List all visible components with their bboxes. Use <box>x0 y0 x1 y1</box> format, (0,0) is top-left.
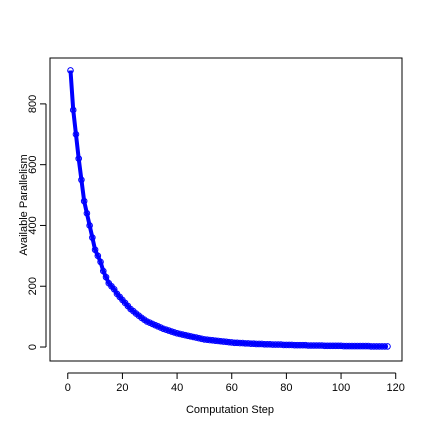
data-point <box>67 67 74 74</box>
data-point <box>83 209 91 217</box>
x-tick-label: 40 <box>171 382 183 394</box>
data-point <box>97 258 104 266</box>
x-tick-label: 120 <box>387 382 405 394</box>
y-tick-label: 400 <box>27 216 39 234</box>
x-tick-label: 0 <box>65 382 71 394</box>
data-point <box>72 130 80 138</box>
data-point <box>384 343 391 350</box>
data-point <box>75 155 82 162</box>
data-point <box>94 252 102 260</box>
x-tick-label: 20 <box>116 382 128 394</box>
y-axis-label: Available Parallelism <box>18 154 30 255</box>
y-tick-label: 0 <box>27 344 39 350</box>
data-point <box>86 222 93 229</box>
data-point <box>78 176 85 184</box>
y-tick-label: 800 <box>27 95 39 113</box>
data-point <box>381 343 389 350</box>
plot-frame <box>49 57 403 362</box>
data-point <box>99 267 107 275</box>
y-tick-label: 200 <box>27 277 39 295</box>
data-point <box>69 106 77 114</box>
x-tick-label: 100 <box>332 382 350 394</box>
x-axis-label: Computation Step <box>186 404 274 416</box>
x-tick-label: 80 <box>280 382 292 394</box>
data-point <box>91 246 99 254</box>
data-point <box>89 234 96 241</box>
data-point <box>80 197 88 205</box>
x-tick-label: 60 <box>226 382 238 394</box>
data-point <box>102 273 110 281</box>
y-tick-label: 600 <box>27 155 39 173</box>
series-line <box>68 70 388 349</box>
